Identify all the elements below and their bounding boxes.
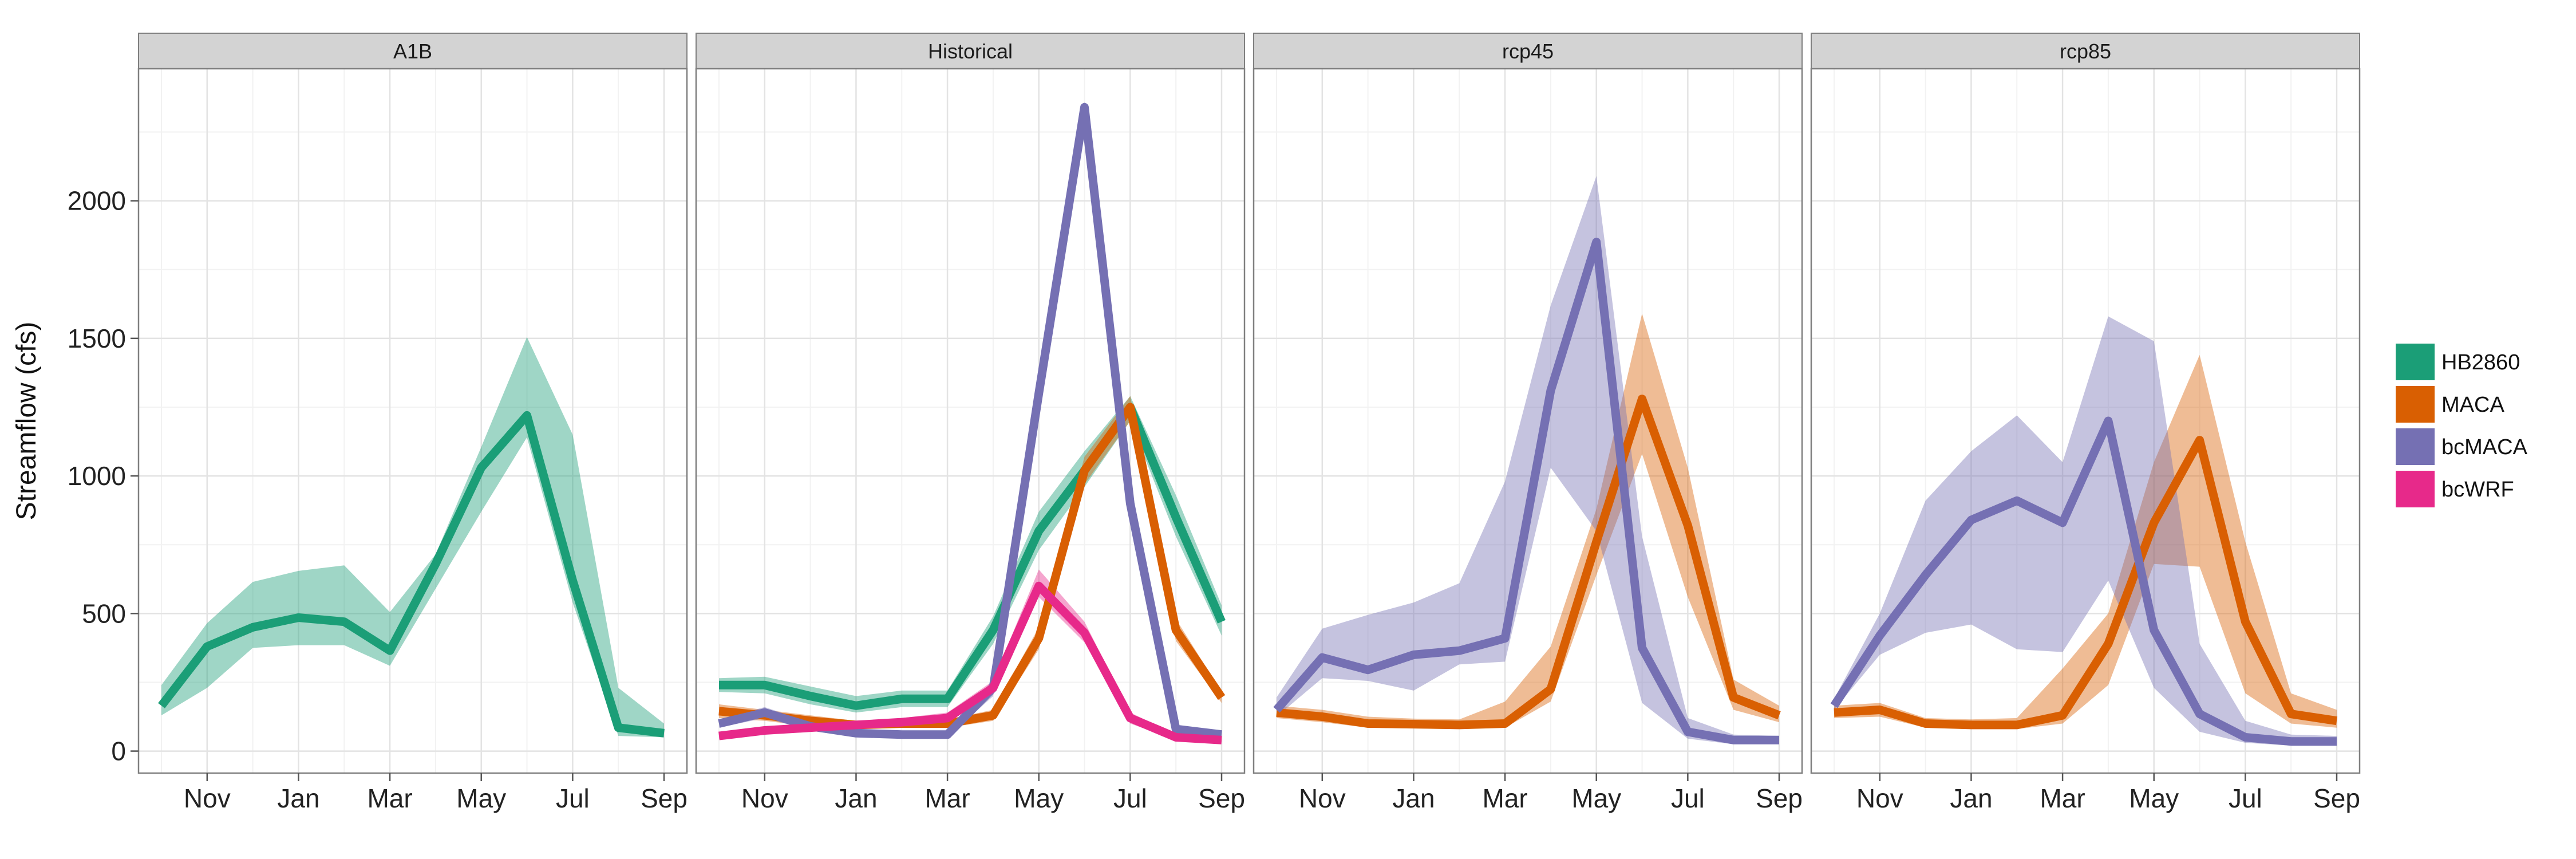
facet-strip [696, 33, 1245, 69]
x-tick-label: Jan [277, 783, 319, 813]
series-line-maca [1834, 436, 2338, 730]
ribbon-maca [1277, 313, 1779, 730]
legend-label: bcMACA [2441, 435, 2528, 459]
legend-key-hb2860 [2396, 344, 2435, 380]
x-tick-label: May [1014, 783, 1064, 813]
y-tick-label: 0 [111, 736, 126, 766]
x-tick-label: Mar [1482, 783, 1527, 813]
facet-panel-a1b: A1B Nov Jan Mar May Jul Sep [137, 33, 688, 813]
x-tick-label: Jul [1671, 783, 1705, 813]
legend-key-bcwrf [2396, 471, 2435, 507]
x-tick-label: Sep [2313, 783, 2360, 813]
y-tick-label: 2000 [68, 186, 126, 216]
y-tick-label: 500 [82, 598, 126, 628]
x-tick-label: Mar [2040, 783, 2085, 813]
series-line-maca [1276, 395, 1781, 730]
ribbon-hb2860 [161, 337, 664, 738]
legend-key-bcmaca [2396, 428, 2435, 465]
x-tick-label: Jan [835, 783, 877, 813]
panel-border [695, 68, 1246, 774]
y-tick-label: 1000 [68, 461, 126, 491]
facet-panels: A1B Nov Jan Mar May Jul Sep Historical Nov Jan Mar… [68, 33, 2361, 813]
facet-panel-rcp45: rcp45 Nov Jan Mar May Jul Sep [1253, 33, 1803, 813]
x-tick-label: Sep [641, 783, 688, 813]
facet-strip-label: A1B [393, 40, 432, 63]
x-tick-label: Sep [1198, 783, 1245, 813]
x-tick-label: May [2129, 783, 2179, 813]
x-tick-label: Jan [1950, 783, 1992, 813]
panel-border [1253, 68, 1803, 774]
legend-label: MACA [2441, 393, 2504, 417]
series-line-bcmaca [1830, 416, 2337, 746]
panel-border [137, 68, 688, 774]
plot-background [696, 69, 1244, 773]
facet-strip-label: rcp45 [1502, 40, 1554, 63]
x-tick-label: Mar [367, 783, 412, 813]
ribbon-bcmaca [1277, 176, 1779, 744]
facet-strip [138, 33, 688, 69]
x-tick-label: Sep [1756, 783, 1803, 813]
y-axis-title: Streamflow (cfs) [11, 322, 42, 521]
x-tick-label: Nov [1299, 783, 1346, 813]
facet-strip [1811, 33, 2360, 69]
x-tick-label: Nov [184, 783, 231, 813]
ribbon-hb2860 [719, 396, 1222, 713]
panel-border [1810, 68, 2361, 774]
series-line-bcmaca [1273, 238, 1779, 744]
legend: HB2860 MACA bcMACA bcWRF [2396, 344, 2528, 507]
x-tick-label: Nov [1856, 783, 1903, 813]
ribbon-bcmaca [1834, 316, 2337, 746]
x-tick-label: Jul [2229, 783, 2262, 813]
legend-label: HB2860 [2441, 350, 2520, 375]
legend-key-maca [2396, 386, 2435, 423]
facet-strip-label: Historical [928, 40, 1013, 63]
x-tick-label: May [456, 783, 506, 813]
series-line-bcwrf [718, 581, 1222, 744]
x-tick-label: Jan [1392, 783, 1435, 813]
x-tick-label: Jul [1113, 783, 1147, 813]
x-tick-label: May [1571, 783, 1621, 813]
plot-background [1811, 69, 2360, 773]
x-tick-label: Jul [556, 783, 590, 813]
facet-panel-rcp85: rcp85 Nov Jan Mar May Jul Sep [1810, 33, 2361, 813]
facet-panel-historical: Historical Nov Jan Mar May Jul Sep [695, 33, 1246, 813]
y-axis: 0 500 1000 1500 2000 [68, 186, 139, 766]
x-tick-label: Mar [924, 783, 970, 813]
legend-label: bcWRF [2441, 478, 2514, 502]
y-tick-label: 1500 [68, 324, 126, 353]
x-tick-label: Nov [741, 783, 788, 813]
plot-background [1254, 69, 1802, 773]
facet-strip-label: rcp85 [2060, 40, 2111, 63]
ribbon-maca [1834, 354, 2337, 730]
series-line-hb2860 [158, 411, 665, 738]
